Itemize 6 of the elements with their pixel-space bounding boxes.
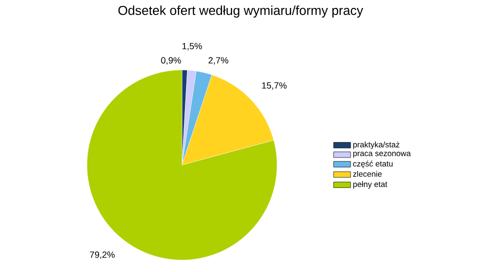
data-label: 0,9% — [161, 57, 181, 65]
data-label: 15,7% — [262, 82, 287, 90]
chart-title: Odsetek ofert według wymiaru/formy pracy — [118, 6, 364, 18]
data-label: 2,7% — [208, 57, 228, 65]
data-label: 79,2% — [90, 251, 115, 259]
data-label: 1,5% — [182, 42, 202, 50]
